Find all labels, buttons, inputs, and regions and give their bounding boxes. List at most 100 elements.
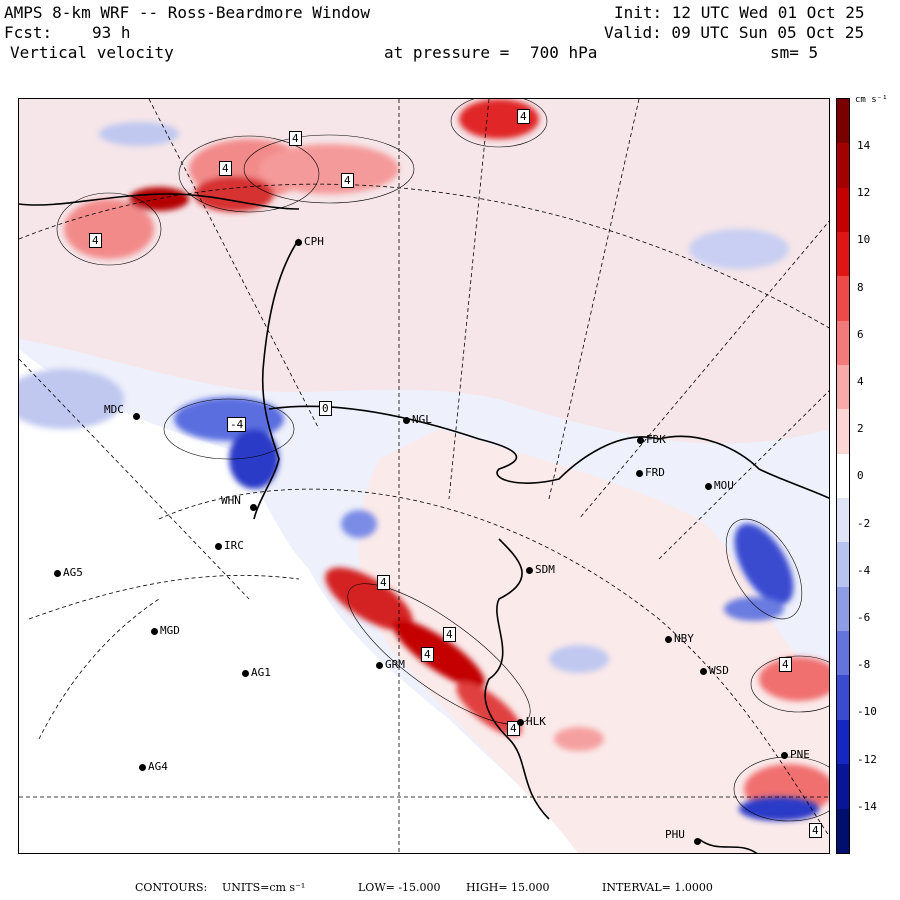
station-marker-ag5 bbox=[54, 570, 61, 577]
colorbar-swatch bbox=[837, 99, 849, 144]
station-marker-mgd bbox=[151, 628, 158, 635]
colorbar-tick-label: -4 bbox=[857, 563, 871, 577]
station-marker-ngl bbox=[403, 417, 410, 424]
contour-value-label: 4 bbox=[377, 575, 390, 590]
map-svg bbox=[19, 99, 829, 853]
station-marker-wsd bbox=[700, 668, 707, 675]
colorbar-swatch bbox=[837, 365, 849, 410]
colorbar-swatch bbox=[837, 409, 849, 454]
station-label-ag5: AG5 bbox=[63, 566, 83, 579]
station-label-grm: GRM bbox=[385, 658, 405, 671]
colorbar-swatch bbox=[837, 586, 849, 632]
colorbar-tick-label: -8 bbox=[857, 658, 871, 672]
station-marker-ag1 bbox=[242, 670, 249, 677]
contour-value-label: 4 bbox=[507, 721, 520, 736]
station-marker-irc bbox=[215, 543, 222, 550]
station-label-ngl: NGL bbox=[412, 413, 432, 426]
footer-low: LOW= -15.000 bbox=[358, 881, 441, 894]
station-label-ag4: AG4 bbox=[148, 760, 168, 773]
colorbar-tick-label: 6 bbox=[857, 327, 864, 341]
colorbar-tick-label: -10 bbox=[857, 705, 877, 719]
colorbar-unit: cm s⁻¹ bbox=[855, 95, 888, 105]
station-label-hlk: HLK bbox=[526, 715, 546, 728]
contour-value-label: 4 bbox=[289, 131, 302, 146]
station-marker-fdk bbox=[637, 437, 644, 444]
station-marker-frd bbox=[636, 470, 643, 477]
contour-value-label: 0 bbox=[319, 401, 332, 416]
smoothing-value: sm= 5 bbox=[770, 43, 819, 62]
station-marker-phu bbox=[694, 838, 701, 845]
colorbar-swatch bbox=[837, 187, 849, 233]
station-marker-sdm bbox=[526, 567, 533, 574]
station-label-frd: FRD bbox=[645, 466, 665, 479]
station-label-wsd: WSD bbox=[709, 664, 729, 677]
station-marker-pne bbox=[781, 752, 788, 759]
init-time: Init: 12 UTC Wed 01 Oct 25 bbox=[614, 3, 865, 22]
station-marker-nby bbox=[665, 636, 672, 643]
pressure-value: 700 hPa bbox=[530, 43, 598, 62]
colorbar-tick-label: 4 bbox=[857, 375, 864, 388]
graticule-lines bbox=[19, 99, 829, 853]
colorbar-swatch bbox=[837, 453, 849, 499]
colorbar-swatch bbox=[837, 143, 849, 188]
colorbar bbox=[836, 98, 850, 854]
map-title: AMPS 8-km WRF -- Ross-Beardmore Window bbox=[4, 3, 371, 22]
station-marker-ag4 bbox=[139, 764, 146, 771]
colorbar-tick-label: -2 bbox=[857, 516, 871, 530]
colorbar-swatch bbox=[837, 232, 849, 277]
station-label-mdc: MDC bbox=[104, 403, 124, 416]
station-label-irc: IRC bbox=[224, 539, 244, 552]
field-name: Vertical velocity bbox=[10, 43, 174, 62]
colorbar-swatch bbox=[837, 808, 849, 853]
station-label-cph: CPH bbox=[304, 235, 324, 248]
footer-units: UNITS=cm s⁻¹ bbox=[222, 881, 306, 894]
footer-contours-label: CONTOURS: bbox=[135, 881, 208, 894]
colorbar-tick-label: 0 bbox=[857, 469, 864, 483]
contour-value-label: 4 bbox=[443, 627, 456, 642]
colorbar-tick-label: -6 bbox=[857, 611, 871, 624]
station-marker-mou bbox=[705, 483, 712, 490]
valid-time: Valid: 09 UTC Sun 05 Oct 25 bbox=[604, 23, 865, 42]
positive-field-central bbox=[358, 429, 829, 853]
station-label-phu: PHU bbox=[665, 828, 685, 841]
colorbar-swatch bbox=[837, 542, 849, 587]
colorbar-swatch bbox=[837, 764, 849, 809]
station-label-pne: PNE bbox=[790, 748, 810, 761]
forecast-label: Fcst: bbox=[4, 23, 53, 42]
colorbar-tick-label: 10 bbox=[857, 233, 871, 247]
station-label-fdk: FDK bbox=[646, 433, 666, 446]
station-marker-cph bbox=[295, 239, 302, 246]
station-marker-whn bbox=[250, 504, 257, 511]
station-marker-hlk bbox=[517, 719, 524, 726]
station-label-sdm: SDM bbox=[535, 563, 555, 576]
contour-value-label: -4 bbox=[227, 417, 247, 432]
station-label-ag1: AG1 bbox=[251, 666, 271, 679]
contour-value-label: 4 bbox=[809, 823, 822, 838]
colorbar-swatch bbox=[837, 276, 849, 321]
contour-lines bbox=[56, 99, 829, 822]
footer-interval: INTERVAL= 1.0000 bbox=[602, 881, 713, 894]
contour-value-label: 4 bbox=[779, 657, 792, 672]
station-label-whn: WHN bbox=[221, 494, 241, 507]
colorbar-swatch bbox=[837, 631, 849, 676]
colorbar-tick-label: 14 bbox=[857, 139, 871, 152]
colorbar-tick-label: 12 bbox=[857, 186, 871, 200]
colorbar-swatch bbox=[837, 675, 849, 720]
colorbar-tick-label: -14 bbox=[857, 799, 877, 813]
colorbar-tick-label: 8 bbox=[857, 280, 864, 294]
no-data-region bbox=[19, 349, 578, 853]
station-marker-grm bbox=[376, 662, 383, 669]
station-label-mou: MOU bbox=[714, 479, 734, 492]
station-marker-mdc bbox=[133, 413, 140, 420]
colorbar-tick-label: -12 bbox=[857, 752, 877, 766]
colorbar-swatch bbox=[837, 719, 849, 765]
positive-updraft-areas bbox=[64, 99, 829, 814]
station-label-mgd: MGD bbox=[160, 624, 180, 637]
pressure-label: at pressure = bbox=[384, 43, 510, 62]
contour-value-label: 4 bbox=[421, 647, 434, 662]
contour-value-label: 4 bbox=[517, 109, 530, 124]
contour-value-label: 4 bbox=[89, 233, 102, 248]
forecast-hours: 93 h bbox=[92, 23, 131, 42]
station-label-nby: NBY bbox=[674, 632, 694, 645]
negative-downdraft-areas bbox=[19, 122, 819, 821]
